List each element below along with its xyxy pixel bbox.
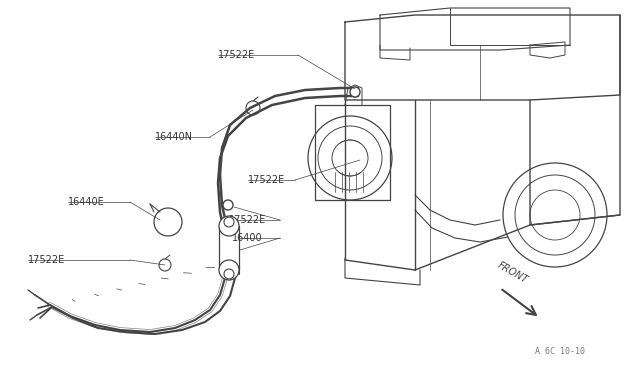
Text: 17522E: 17522E [248, 175, 285, 185]
Text: FRONT: FRONT [496, 260, 530, 285]
Text: 16400: 16400 [232, 233, 262, 243]
Text: 17522E: 17522E [28, 255, 65, 265]
Circle shape [219, 216, 239, 236]
Circle shape [224, 269, 234, 279]
Circle shape [223, 200, 233, 210]
Bar [219, 226, 239, 270]
Circle shape [224, 217, 234, 227]
Text: 17522E: 17522E [229, 215, 266, 225]
Text: A 6C 10-10: A 6C 10-10 [535, 347, 585, 356]
Text: 17522E: 17522E [218, 50, 255, 60]
Text: 16440N: 16440N [155, 132, 193, 142]
Circle shape [219, 260, 239, 280]
Circle shape [350, 87, 360, 97]
Text: 16440E: 16440E [68, 197, 105, 207]
